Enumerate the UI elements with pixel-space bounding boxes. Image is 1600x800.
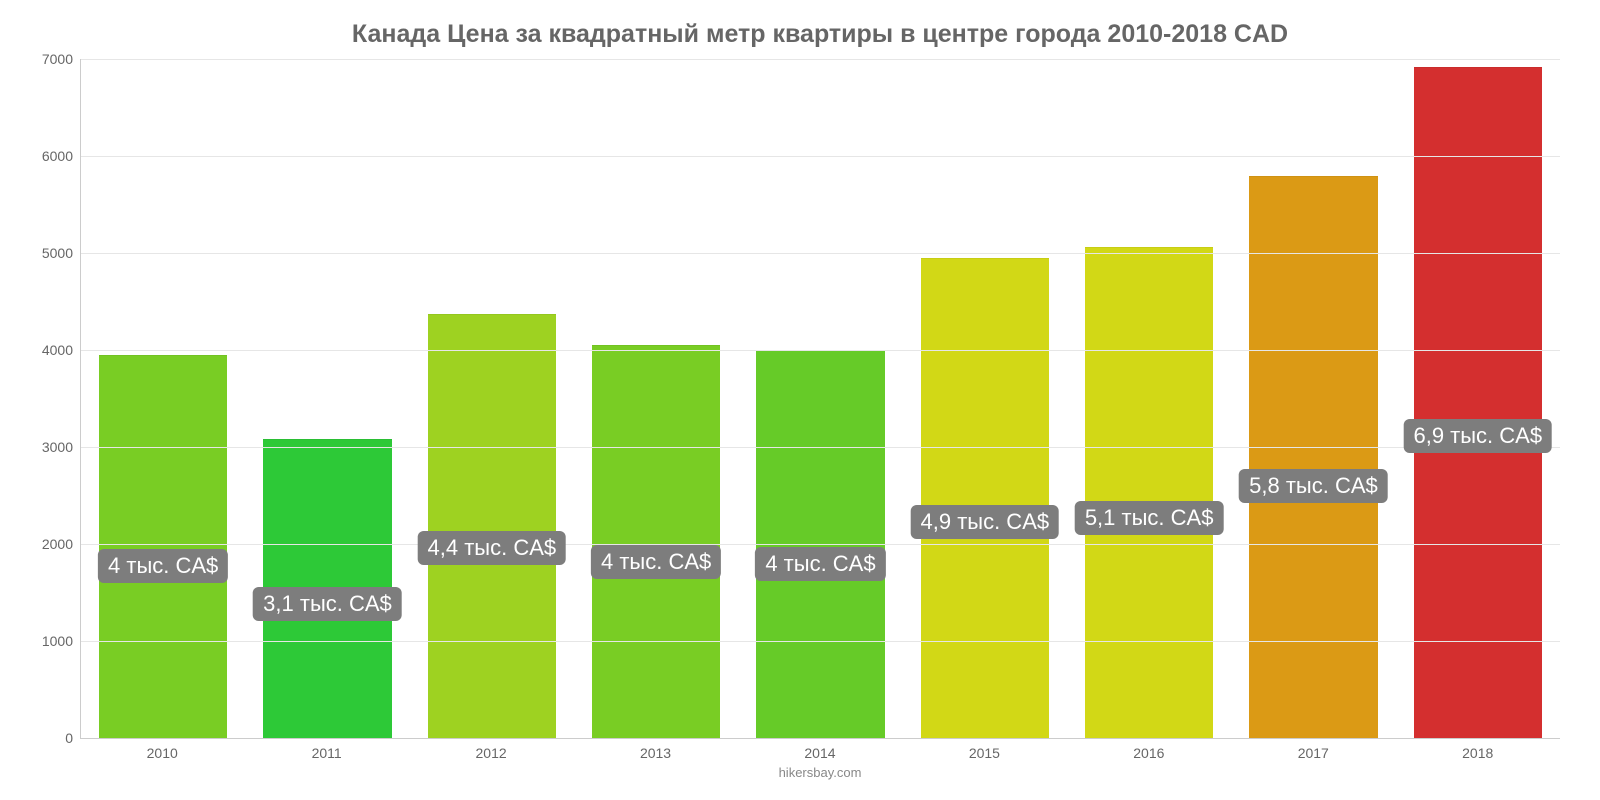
gridline [81,544,1560,545]
gridline [81,350,1560,351]
xtick-label: 2018 [1396,745,1560,761]
bar: 4 тыс. CA$ [592,345,720,738]
bar-value-label: 5,8 тыс. CA$ [1239,469,1388,503]
bar: 5,1 тыс. CA$ [1085,247,1213,738]
ytick-label: 3000 [42,439,73,455]
bars-container: 4 тыс. CA$ 3,1 тыс. CA$ 4,4 тыс. CA$ 4 тыс.… [81,59,1560,738]
bar-chart: Канада Цена за квадратный метр квартиры … [0,0,1600,800]
bar: 5,8 тыс. CA$ [1249,176,1377,738]
bar-value-label: 4,9 тыс. CA$ [910,505,1059,539]
bar: 4,4 тыс. CA$ [428,314,556,738]
xtick-label: 2010 [80,745,244,761]
bar-value-label: 4,4 тыс. CA$ [418,531,567,565]
x-axis: 201020112012201320142015201620172018 [80,745,1560,761]
bar-value-label: 3,1 тыс. CA$ [253,587,402,621]
ytick-label: 1000 [42,633,73,649]
ytick-label: 6000 [42,148,73,164]
gridline [81,641,1560,642]
xtick-label: 2014 [738,745,902,761]
bar: 4,9 тыс. CA$ [921,258,1049,738]
gridline [81,59,1560,60]
bar-slot: 5,1 тыс. CA$ [1067,59,1231,738]
bar-slot: 4,4 тыс. CA$ [410,59,574,738]
xtick-label: 2017 [1231,745,1395,761]
bar-slot: 4 тыс. CA$ [81,59,245,738]
ytick-label: 0 [65,730,73,746]
xtick-label: 2013 [573,745,737,761]
xtick-label: 2016 [1067,745,1231,761]
bar-slot: 4 тыс. CA$ [738,59,902,738]
ytick-label: 2000 [42,536,73,552]
bar-slot: 6,9 тыс. CA$ [1396,59,1560,738]
ytick-label: 7000 [42,51,73,67]
bar-value-label: 4 тыс. CA$ [755,547,885,581]
bar-slot: 5,8 тыс. CA$ [1231,59,1395,738]
ytick-label: 4000 [42,342,73,358]
ytick-label: 5000 [42,245,73,261]
chart-title: Канада Цена за квадратный метр квартиры … [80,20,1560,49]
bar: 3,1 тыс. CA$ [263,439,391,738]
bar: 4 тыс. CA$ [99,355,227,738]
xtick-label: 2015 [902,745,1066,761]
gridline [81,447,1560,448]
bar: 6,9 тыс. CA$ [1414,67,1542,738]
bar-value-label: 6,9 тыс. CA$ [1403,419,1552,453]
xtick-label: 2011 [244,745,408,761]
xtick-label: 2012 [409,745,573,761]
bar-slot: 3,1 тыс. CA$ [245,59,409,738]
bar-value-label: 5,1 тыс. CA$ [1075,501,1224,535]
gridline [81,156,1560,157]
bar-value-label: 4 тыс. CA$ [98,549,228,583]
bar-value-label: 4 тыс. CA$ [591,545,721,579]
plot-area: 4 тыс. CA$ 3,1 тыс. CA$ 4,4 тыс. CA$ 4 тыс.… [80,59,1560,739]
credit-text: hikersbay.com [80,765,1560,780]
bar-slot: 4,9 тыс. CA$ [903,59,1067,738]
bar-slot: 4 тыс. CA$ [574,59,738,738]
gridline [81,253,1560,254]
